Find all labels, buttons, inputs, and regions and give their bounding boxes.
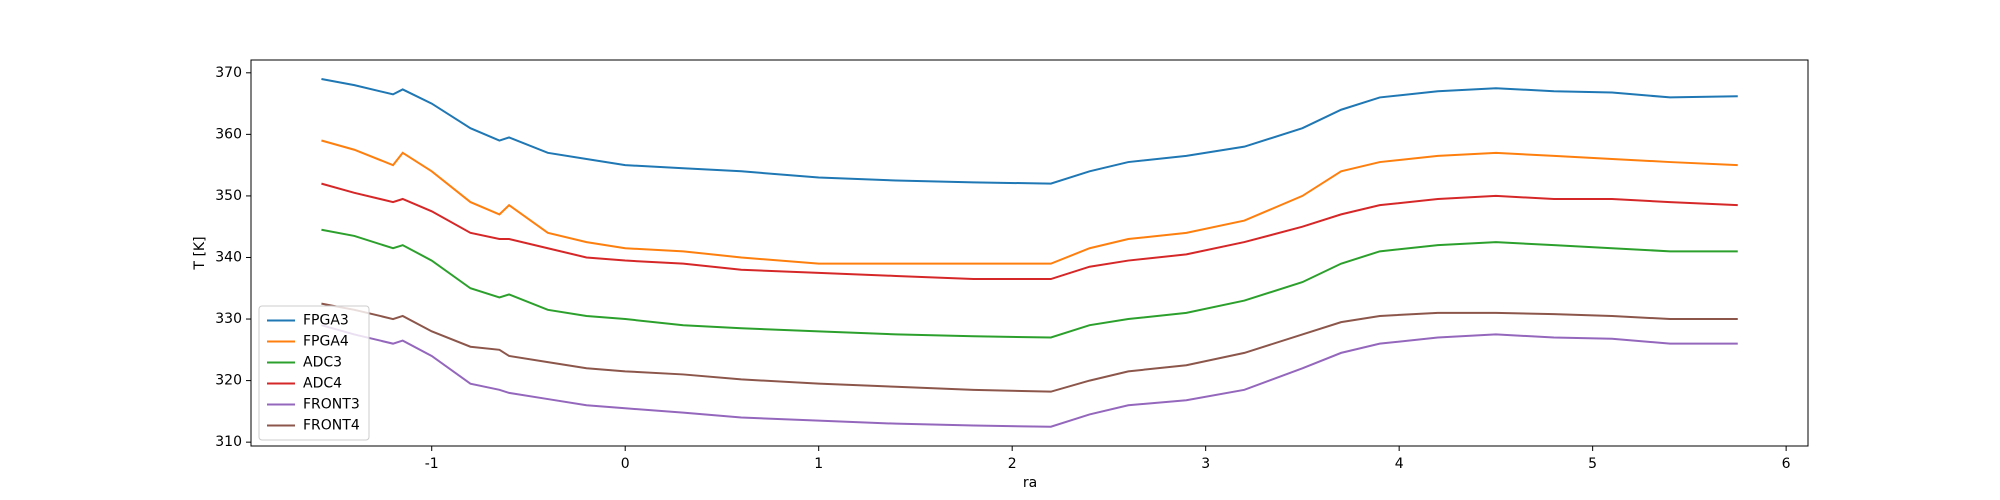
- line-series: [321, 324, 1738, 428]
- y-axis-label: T [K]: [192, 236, 208, 270]
- legend-label: ADC4: [303, 376, 342, 392]
- x-tick-label: 2: [1008, 456, 1017, 472]
- line-series: [321, 228, 1738, 339]
- x-tick-label: 5: [1588, 456, 1597, 472]
- x-tick-label: 1: [814, 456, 823, 472]
- line-series: [321, 302, 1738, 393]
- line-series: [321, 182, 1738, 281]
- x-tick-label: 0: [621, 456, 630, 472]
- legend: [258, 305, 370, 441]
- line-series: [321, 139, 1738, 265]
- x-tick-label: -1: [425, 456, 439, 472]
- legend-label: FRONT3: [303, 397, 360, 413]
- x-tick-label: 6: [1782, 456, 1791, 472]
- y-tick-label: 350: [215, 188, 242, 204]
- y-tick-label: 360: [215, 126, 242, 142]
- plot-area: [250, 59, 1809, 447]
- y-tick-label: 340: [215, 249, 242, 265]
- legend-label: FPGA4: [303, 334, 349, 350]
- line-series: [321, 77, 1738, 185]
- x-axis-label: ra: [1023, 475, 1037, 491]
- legend-label: FPGA3: [303, 313, 349, 329]
- legend-label: FRONT4: [303, 418, 360, 434]
- legend-label: ADC3: [303, 355, 342, 371]
- y-tick-label: 310: [215, 434, 242, 450]
- y-tick-label: 370: [215, 65, 242, 81]
- x-tick-label: 4: [1395, 456, 1404, 472]
- y-tick-label: 330: [215, 311, 242, 327]
- x-tick-label: 3: [1201, 456, 1210, 472]
- y-tick-label: 320: [215, 373, 242, 389]
